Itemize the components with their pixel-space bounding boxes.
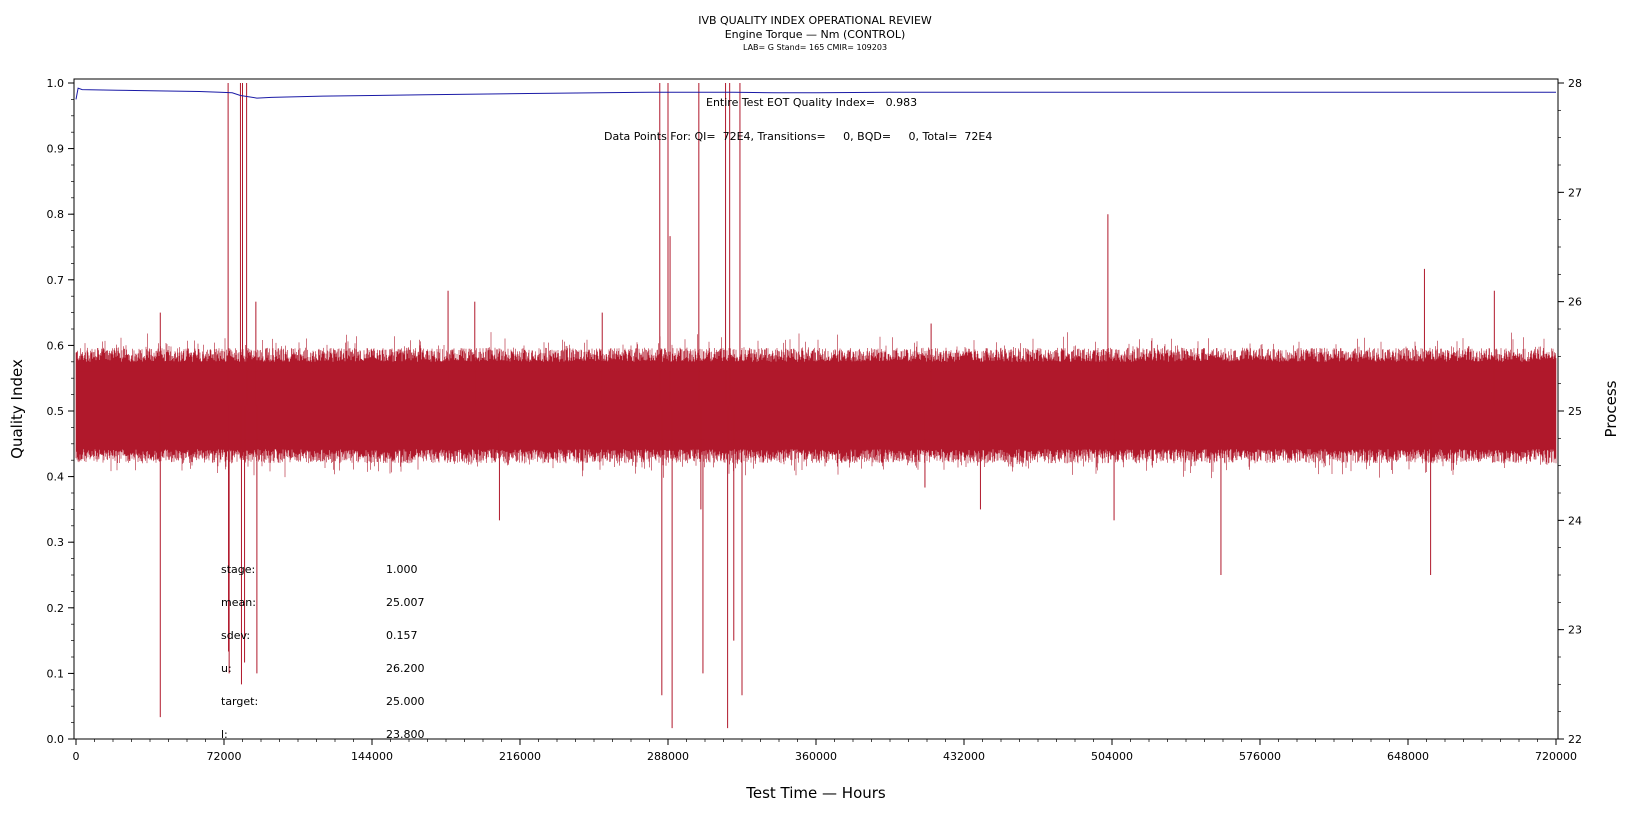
x-tick-label: 504000 bbox=[1091, 750, 1133, 763]
x-tick-label: 288000 bbox=[647, 750, 689, 763]
x-tick-label: 648000 bbox=[1387, 750, 1429, 763]
y-tick-label: 0.4 bbox=[47, 471, 65, 484]
x-tick-label: 432000 bbox=[943, 750, 985, 763]
stat-value-stage: 1.000 bbox=[386, 563, 418, 576]
stats-block: stage: 1.000 mean: 25.007 sdev: 0.157 u:… bbox=[221, 563, 425, 741]
stat-label-mean: mean: bbox=[221, 596, 256, 609]
y-tick-label: 0.9 bbox=[47, 143, 65, 156]
quality-index-line bbox=[75, 87, 1556, 100]
x-tick-label: 360000 bbox=[795, 750, 837, 763]
stat-label-sdev: sdev: bbox=[221, 629, 250, 642]
y2-tick-label: 27 bbox=[1568, 186, 1582, 199]
stat-value-target: 25.000 bbox=[386, 695, 425, 708]
y2-tick-label: 22 bbox=[1568, 733, 1582, 746]
x-tick-label: 144000 bbox=[351, 750, 393, 763]
x-tick-label: 72000 bbox=[207, 750, 242, 763]
quality-index-series bbox=[75, 87, 1556, 100]
y2-tick-label: 25 bbox=[1568, 405, 1582, 418]
process-series bbox=[75, 83, 1557, 729]
x-tick-label: 720000 bbox=[1535, 750, 1577, 763]
y-tick-label: 0.2 bbox=[47, 602, 65, 615]
y-tick-label: 0.7 bbox=[47, 274, 65, 287]
y2-tick-label: 23 bbox=[1568, 624, 1582, 637]
stat-value-u: 26.200 bbox=[386, 662, 425, 675]
y2-tick-label: 28 bbox=[1568, 77, 1582, 90]
stat-label-stage: stage: bbox=[221, 563, 255, 576]
chart-subtitle: Engine Torque — Nm (CONTROL) bbox=[725, 28, 906, 41]
y-tick-label: 0.0 bbox=[47, 733, 65, 746]
x-axis-title: Test Time — Hours bbox=[745, 784, 886, 802]
stat-label-u: u: bbox=[221, 662, 232, 675]
stat-label-target: target: bbox=[221, 695, 258, 708]
y2-tick-label: 24 bbox=[1568, 514, 1582, 527]
y-tick-label: 1.0 bbox=[47, 77, 65, 90]
stat-value-mean: 25.007 bbox=[386, 596, 425, 609]
qi-annotation: Entire Test EOT Quality Index= 0.983 bbox=[706, 96, 917, 109]
y-tick-label: 0.8 bbox=[47, 208, 65, 221]
axes: 0 72000 144000 216000 288000 360000 432000 5040… bbox=[47, 77, 1583, 763]
stat-label-l: l: bbox=[221, 728, 228, 741]
stat-value-l: 23.800 bbox=[386, 728, 425, 741]
chart-title: IVB QUALITY INDEX OPERATIONAL REVIEW bbox=[698, 14, 932, 27]
y-tick-label: 0.1 bbox=[47, 667, 65, 680]
stat-value-sdev: 0.157 bbox=[386, 629, 418, 642]
y-tick-label: 0.6 bbox=[47, 339, 65, 352]
y-tick-label: 0.5 bbox=[47, 405, 65, 418]
x-tick-label: 216000 bbox=[499, 750, 541, 763]
y2-axis-title: Process bbox=[1602, 380, 1620, 437]
process-band-core bbox=[76, 371, 1556, 440]
y-axis-title: Quality Index bbox=[8, 359, 26, 459]
x-tick-label: 0 bbox=[73, 750, 80, 763]
chart-info: LAB= G Stand= 165 CMIR= 109203 bbox=[743, 43, 887, 52]
x-tick-label: 576000 bbox=[1239, 750, 1281, 763]
y-tick-label: 0.3 bbox=[47, 536, 65, 549]
points-annotation: Data Points For: QI= 72E4, Transitions= … bbox=[604, 130, 992, 143]
y2-tick-label: 26 bbox=[1568, 296, 1582, 309]
